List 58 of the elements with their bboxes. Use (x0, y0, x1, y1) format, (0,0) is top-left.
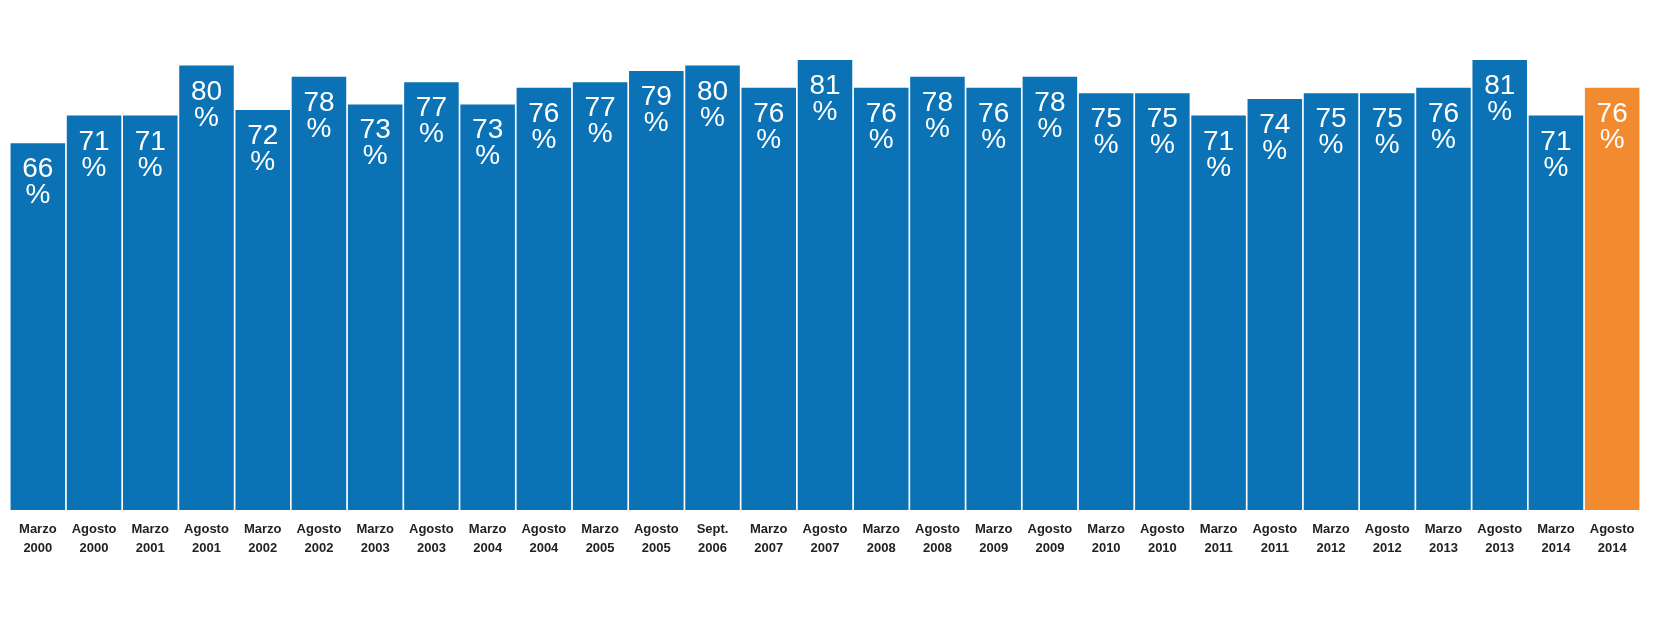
x-tick-label: Agosto 2004 (521, 520, 567, 555)
data-label: 78 % (303, 85, 335, 143)
data-label: 80 % (190, 74, 223, 132)
x-tick-label: Agosto 2013 (1477, 520, 1523, 555)
x-tick-label: Agosto 2000 (71, 520, 117, 555)
x-tick-label: Agosto 2008 (915, 520, 960, 555)
data-label: 79 % (640, 80, 672, 138)
x-tick-label: Marzo 2002 (243, 520, 282, 555)
data-label: 74 % (1259, 107, 1291, 165)
data-label: 81 % (809, 69, 841, 126)
data-label: 76 % (1596, 96, 1628, 154)
x-tick-label: Marzo 2005 (581, 520, 619, 555)
x-tick-label: Agosto 2011 (1252, 520, 1298, 555)
data-label: 72 % (247, 119, 279, 176)
x-tick-label: Marzo 2014 (1537, 520, 1575, 555)
data-label: 66 % (22, 152, 54, 210)
data-label: 81 % (1484, 69, 1516, 126)
data-label: 76 % (528, 96, 560, 154)
data-label: 77 % (415, 91, 447, 149)
x-tick-label: Agosto 2010 (1139, 520, 1185, 555)
data-label: 71 % (78, 124, 110, 182)
data-label: 75 % (1090, 102, 1122, 160)
x-tick-label: Marzo 2011 (1199, 520, 1238, 555)
data-label: 80 % (696, 74, 729, 132)
x-tick-label: Marzo 2012 (1312, 520, 1350, 555)
x-tick-label: Marzo 2008 (862, 520, 901, 555)
x-tick-label: Agosto 2007 (802, 520, 848, 555)
data-label: 76 % (865, 96, 897, 154)
data-label: 76 % (978, 96, 1010, 154)
x-tick-label: Agosto 2005 (633, 520, 679, 555)
x-tick-label: Marzo 2001 (131, 520, 170, 555)
x-tick-label: Marzo 2000 (19, 520, 57, 555)
data-label: 76 % (753, 96, 785, 154)
data-label: 71 % (1203, 124, 1235, 182)
x-tick-label: Agosto 2003 (409, 520, 454, 555)
x-tick-label: Agosto 2009 (1027, 520, 1073, 555)
x-tick-label: Sept. 2006 (696, 520, 729, 555)
x-tick-label: Marzo 2013 (1424, 520, 1463, 555)
x-tick-label: Marzo 2009 (974, 520, 1013, 555)
x-tick-label: Marzo 2004 (468, 520, 507, 555)
data-label: 75 % (1315, 102, 1347, 160)
data-label: 76 % (1427, 96, 1460, 154)
data-label: 78 % (921, 85, 954, 143)
data-label: 75 % (1371, 102, 1403, 160)
data-label: 73 % (472, 113, 504, 171)
x-tick-label: Agosto 2014 (1589, 520, 1635, 555)
x-tick-label: Agosto 2001 (184, 520, 229, 555)
x-tick-label: Marzo 2007 (749, 520, 788, 555)
data-label: 75 % (1146, 102, 1178, 160)
data-label: 78 % (1034, 85, 1066, 143)
x-tick-label: Marzo 2010 (1087, 520, 1125, 555)
x-tick-label: Marzo 2003 (356, 520, 395, 555)
x-tick-label: Agosto 2012 (1364, 520, 1410, 555)
data-label: 71 % (134, 124, 166, 182)
data-label: 73 % (359, 113, 391, 171)
data-label: 77 % (584, 91, 616, 149)
x-tick-label: Agosto 2002 (296, 520, 342, 555)
data-label: 71 % (1540, 124, 1572, 182)
